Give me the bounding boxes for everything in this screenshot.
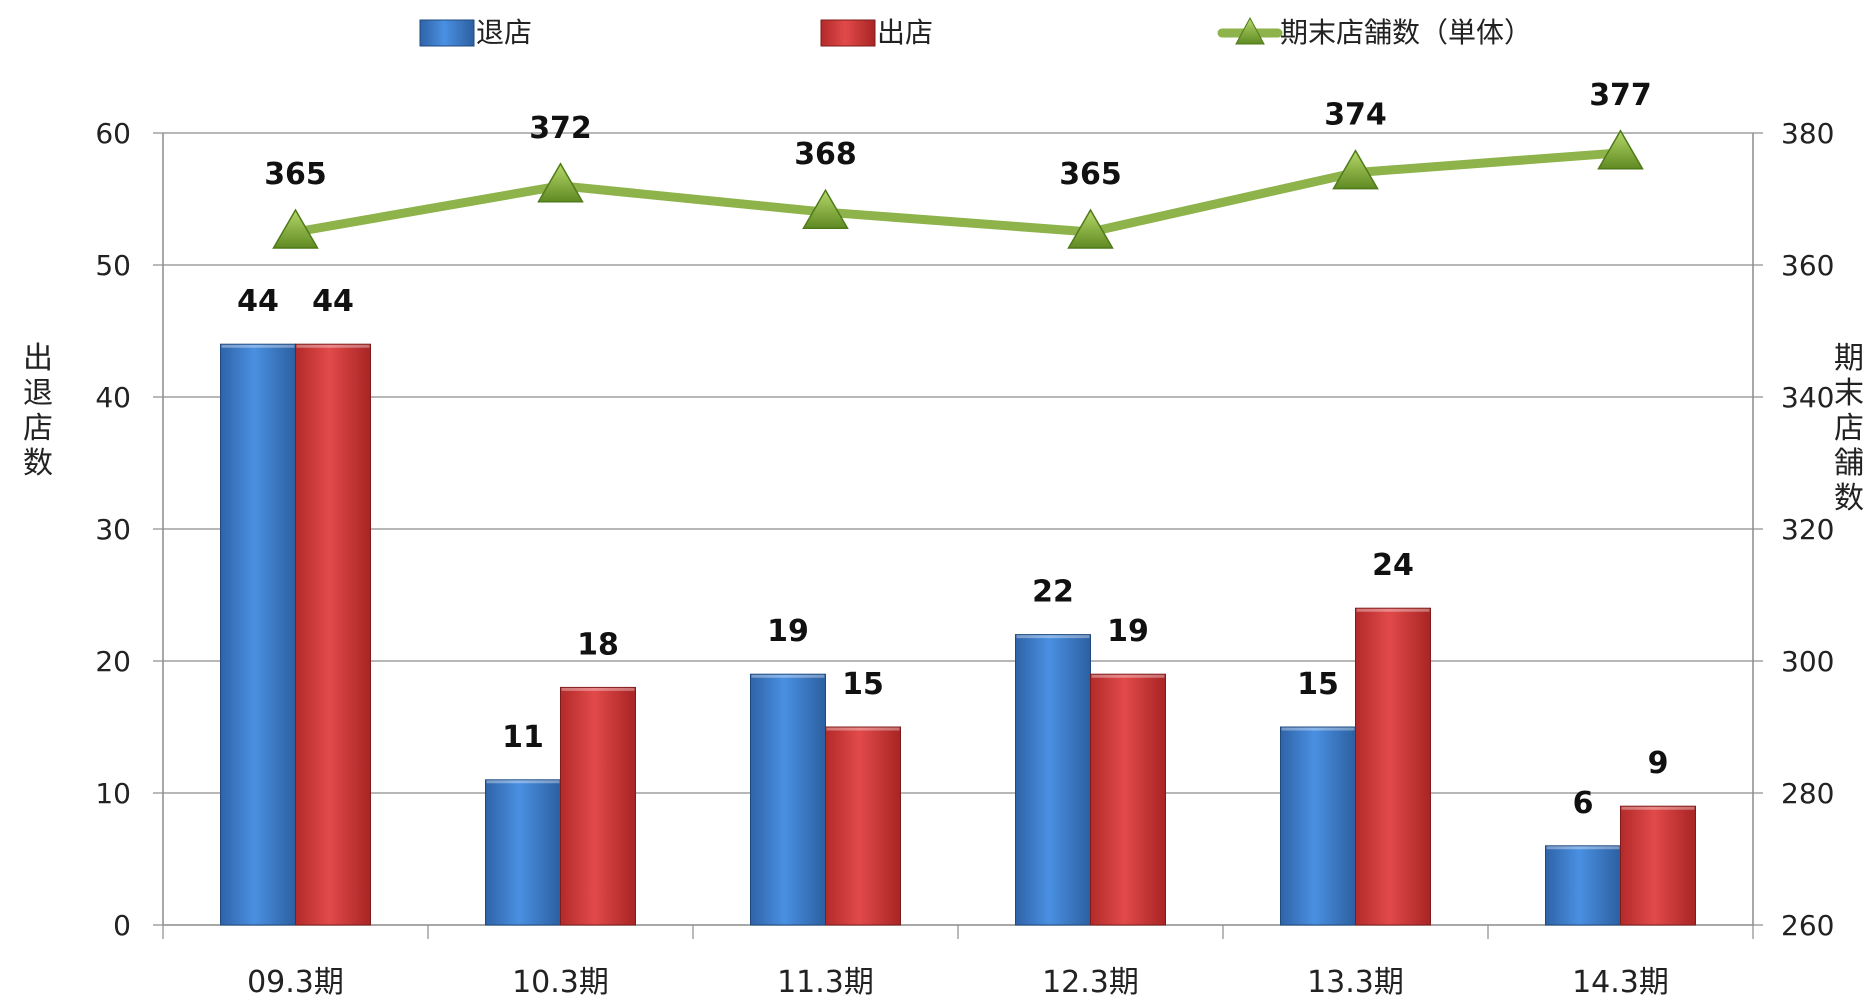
left-tick-label: 30	[95, 513, 131, 546]
line-point-marker	[1332, 149, 1379, 190]
bar-value-label: 9	[1648, 746, 1669, 781]
bar-value-label: 15	[842, 667, 884, 702]
bar-value-label: 19	[1107, 614, 1149, 649]
bar-出店	[295, 343, 371, 926]
bar-value-label: 11	[502, 720, 544, 755]
left-tick-label: 10	[95, 777, 131, 810]
line-value-label: 374	[1324, 98, 1387, 133]
bar-退店	[1280, 726, 1356, 926]
bar-退店	[485, 779, 561, 926]
right-tick-label: 340	[1781, 381, 1834, 414]
left-tick-label: 60	[95, 117, 131, 150]
line-point-marker	[537, 162, 584, 203]
line-point-marker	[272, 208, 319, 249]
line-point-marker	[802, 188, 849, 229]
left-tick-label: 0	[113, 909, 131, 942]
left-tick-label: 50	[95, 249, 131, 282]
line-value-label: 368	[794, 137, 857, 172]
left-tick-label: 40	[95, 381, 131, 414]
bar-出店	[825, 726, 901, 926]
x-tick-label: 11.3期	[777, 965, 874, 996]
line-value-label: 372	[529, 111, 592, 146]
line-point-marker	[1067, 208, 1114, 249]
bar-退店	[1015, 634, 1091, 926]
bar-value-label: 44	[312, 284, 354, 319]
bar-退店	[750, 673, 826, 926]
left-tick-label: 20	[95, 645, 131, 678]
legend-swatch-退店	[419, 19, 475, 47]
right-tick-label: 380	[1781, 117, 1834, 150]
legend-label: 退店	[476, 16, 532, 49]
line-value-label: 365	[1059, 157, 1122, 192]
line-series	[291, 148, 1625, 237]
line-value-label: 377	[1589, 78, 1652, 113]
right-axis-title: 期末店舗数	[1834, 341, 1864, 516]
legend-label: 出店	[877, 16, 933, 49]
x-tick-label: 14.3期	[1572, 965, 1669, 996]
legend-swatch-出店	[820, 19, 876, 47]
bar-出店	[1355, 607, 1431, 926]
line-value-label: 365	[264, 157, 327, 192]
bar-value-label: 15	[1297, 667, 1339, 702]
bar-出店	[560, 686, 636, 926]
bar-value-label: 18	[577, 627, 619, 662]
bar-value-label: 19	[767, 614, 809, 649]
bar-value-label: 44	[237, 284, 279, 319]
x-tick-label: 09.3期	[247, 965, 344, 996]
bar-出店	[1090, 673, 1166, 926]
line-point-marker	[1597, 129, 1644, 170]
bar-退店	[220, 343, 296, 926]
legend-label: 期末店舗数（単体）	[1280, 16, 1532, 49]
bar-出店	[1620, 805, 1696, 926]
bar-value-label: 6	[1573, 786, 1594, 821]
right-tick-label: 280	[1781, 777, 1834, 810]
bar-value-label: 24	[1372, 548, 1414, 583]
x-tick-label: 10.3期	[512, 965, 609, 996]
bar-退店	[1545, 845, 1621, 926]
x-tick-label: 12.3期	[1042, 965, 1139, 996]
legend-marker	[1235, 16, 1265, 45]
bar-value-label: 22	[1032, 575, 1074, 610]
right-tick-label: 360	[1781, 249, 1834, 282]
right-tick-label: 300	[1781, 645, 1834, 678]
left-axis-title: 出退店数	[23, 341, 53, 481]
right-tick-label: 260	[1781, 909, 1834, 942]
right-tick-label: 320	[1781, 513, 1834, 546]
x-tick-label: 13.3期	[1307, 965, 1404, 996]
